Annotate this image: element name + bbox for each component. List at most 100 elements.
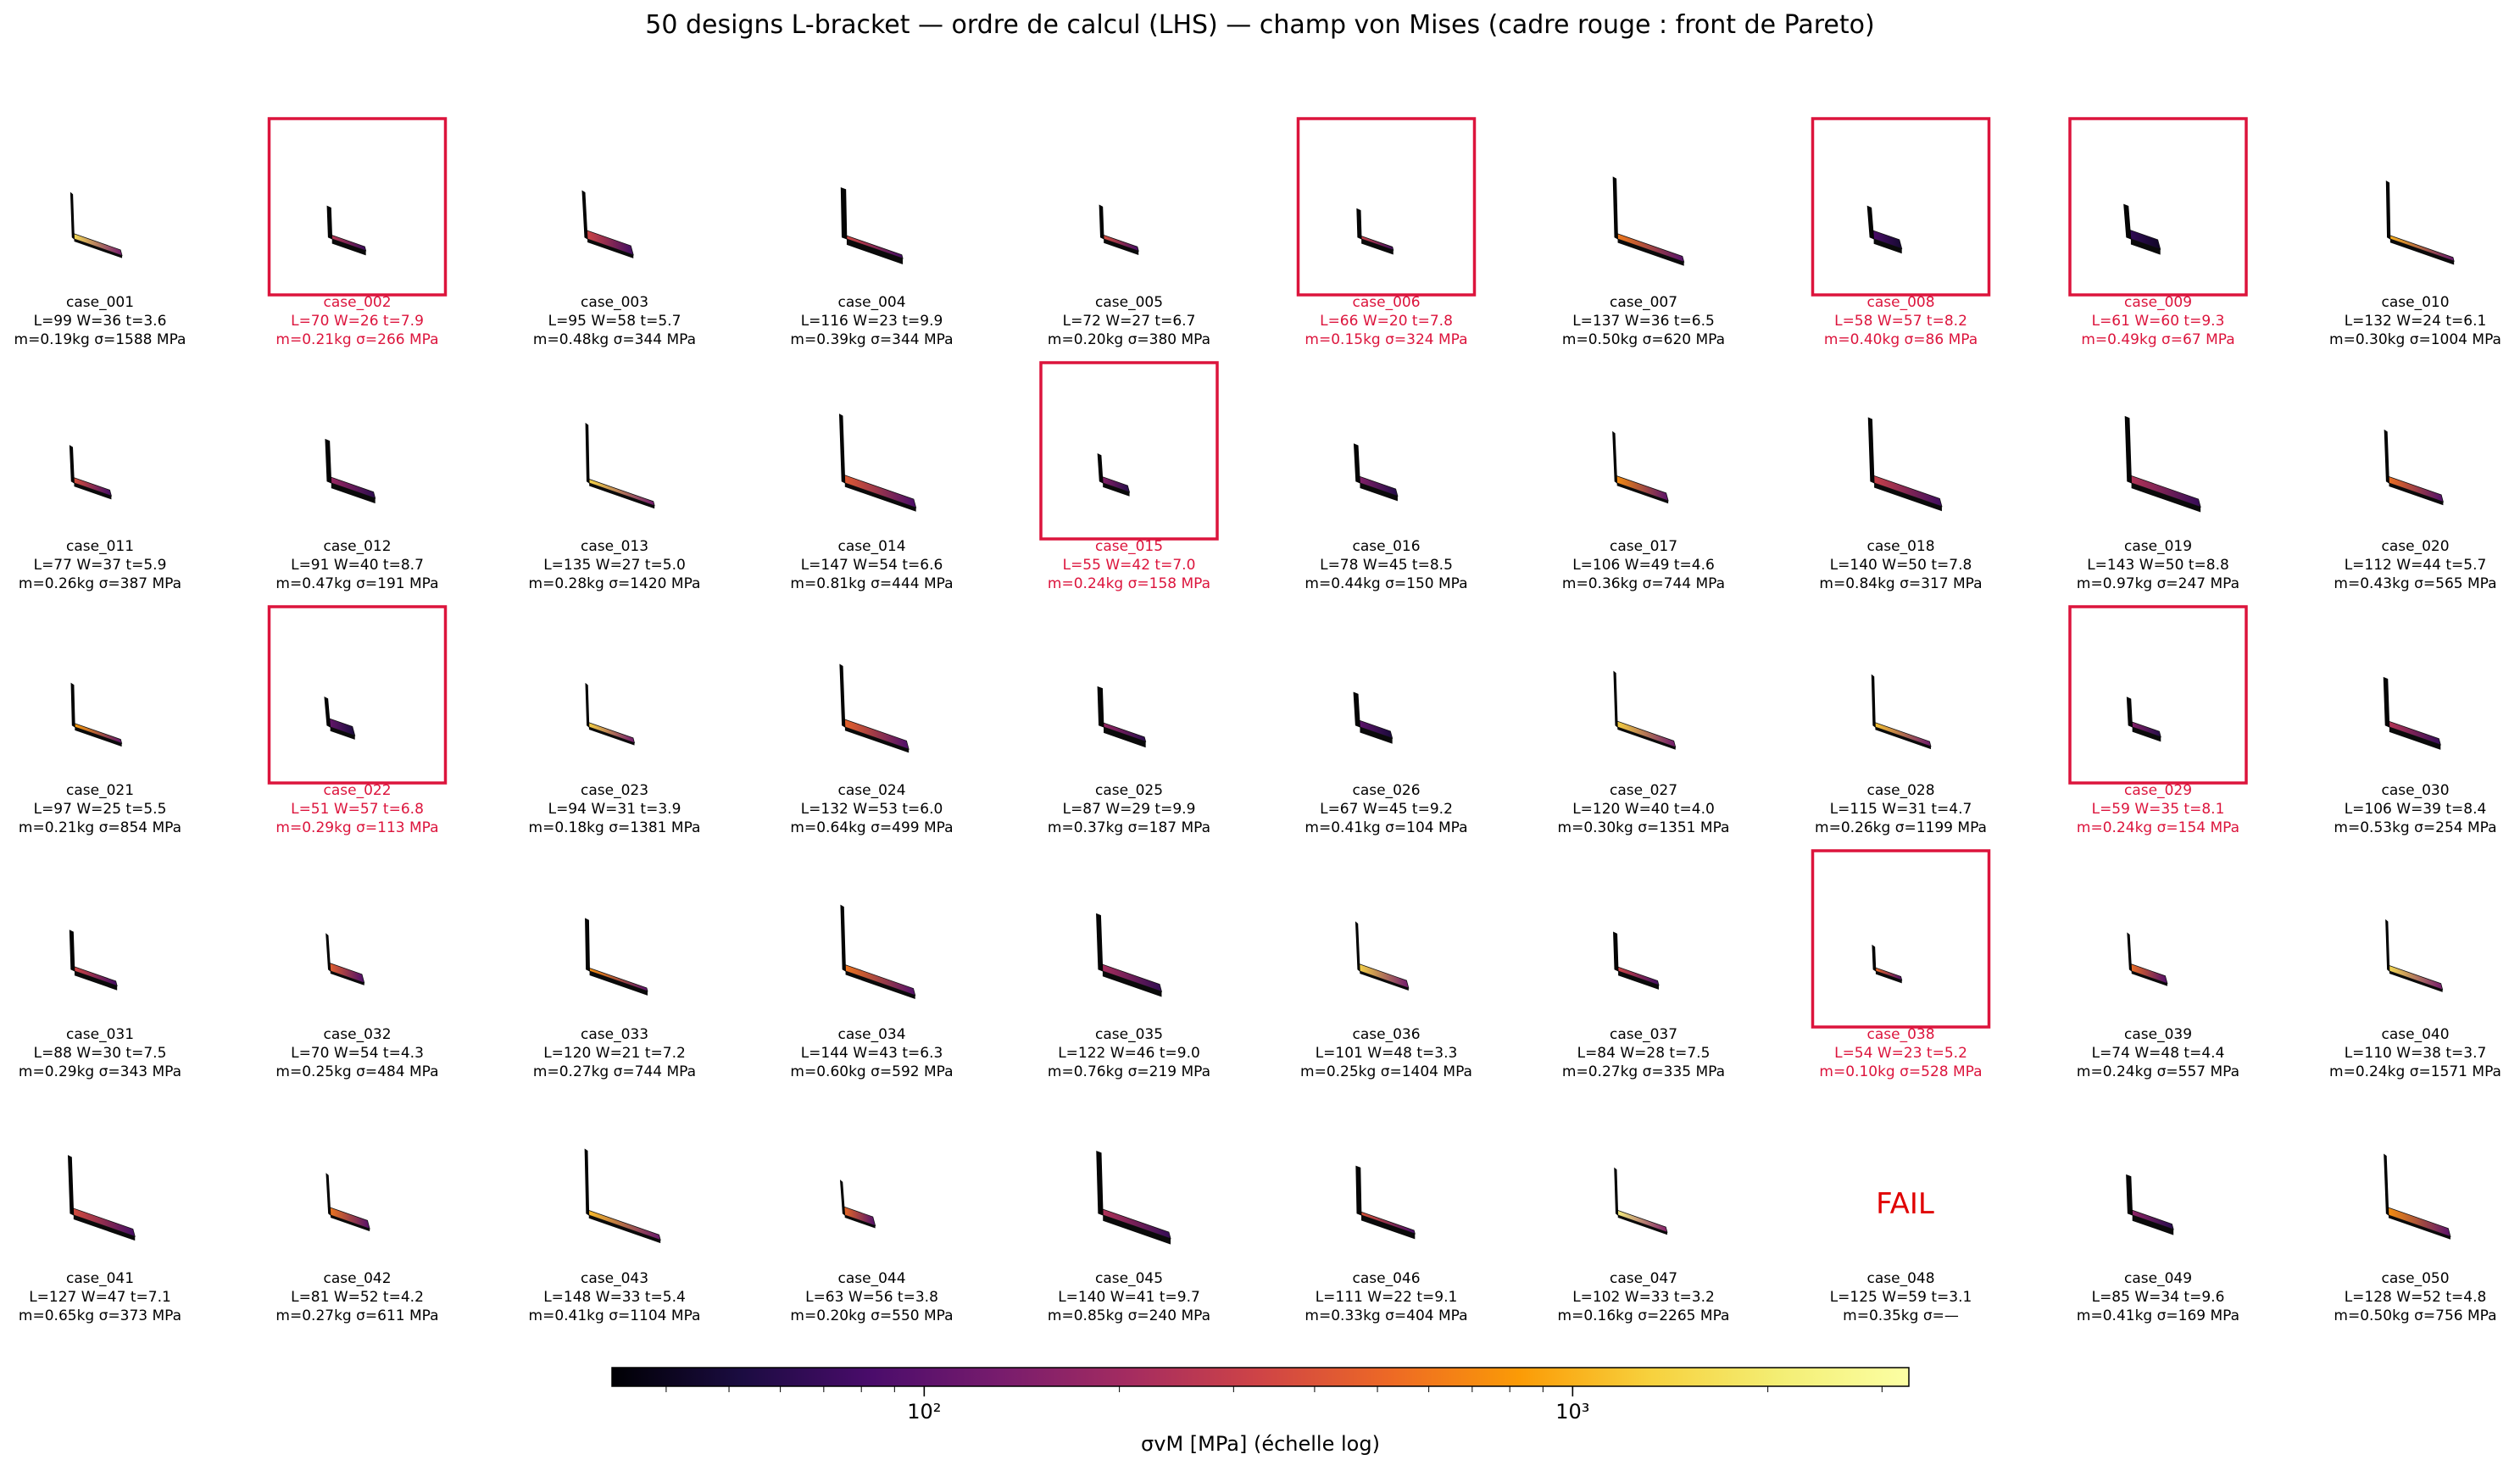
bracket-cell: case_020 L=112 W=44 t=5.7m=0.43kg σ=565 M… <box>2334 429 2497 592</box>
bracket-base-flange <box>842 718 910 750</box>
bracket-cell: case_039 L=74 W=48 t=4.4m=0.24kg σ=557 MP… <box>2077 932 2239 1080</box>
bracket-base-flange <box>1357 963 1410 989</box>
bracket-vertical-flange <box>1355 1165 1362 1216</box>
bracket-vertical-flange <box>585 422 590 484</box>
bracket-vertical-flange <box>839 1180 846 1216</box>
bracket-base-edge <box>588 727 635 746</box>
case-params-label: L=88 W=30 t=7.5 <box>34 1045 167 1062</box>
bracket-cell: case_006 L=66 W=20 t=7.8m=0.15kg σ=324 MP… <box>1296 117 1477 348</box>
bracket-cell: case_012 L=91 W=40 t=8.7m=0.47kg σ=191 MP… <box>275 438 439 592</box>
case-id-label: case_008 <box>1866 294 1934 311</box>
case-id-label: case_028 <box>1866 782 1934 799</box>
case-results-label: m=0.50kg σ=756 MPa <box>2334 1307 2496 1324</box>
case-results-label: m=0.48kg σ=344 MPa <box>533 331 696 348</box>
case-params-label: L=147 W=54 t=6.6 <box>801 557 943 574</box>
bracket-vertical-flange <box>2127 932 2133 972</box>
case-results-label: m=0.36kg σ=744 MPa <box>1562 575 1725 592</box>
case-params-label: L=137 W=36 t=6.5 <box>1572 313 1715 330</box>
case-results-label: m=0.47kg σ=191 MPa <box>275 575 438 592</box>
bracket-base-edge <box>1361 239 1394 255</box>
bracket-cell: case_031 L=88 W=30 t=7.5m=0.29kg σ=343 MP… <box>19 930 181 1080</box>
bracket-cell: case_027 L=120 W=40 t=4.0m=0.30kg σ=1351 … <box>1558 670 1729 836</box>
case-id-label: case_004 <box>837 294 905 311</box>
bracket-base-edge <box>587 239 634 258</box>
case-results-label: m=0.25kg σ=484 MPa <box>275 1063 438 1080</box>
colorbar-gradient <box>611 1367 1910 1387</box>
case-id-label: case_015 <box>1095 538 1163 555</box>
bracket-base-edge <box>74 971 118 991</box>
bracket-cell: case_005 L=72 W=27 t=6.7m=0.20kg σ=380 MP… <box>1048 204 1210 348</box>
case-id-label: case_001 <box>66 294 134 311</box>
bracket-cell: case_046 L=111 W=22 t=9.1m=0.33kg σ=404 M… <box>1305 1165 1468 1324</box>
bracket-vertical-flange <box>70 192 75 240</box>
case-results-label: m=0.28kg σ=1420 MPa <box>529 575 701 592</box>
case-params-label: L=97 W=25 t=5.5 <box>34 801 167 818</box>
bracket-cell: case_033 L=120 W=21 t=7.2m=0.27kg σ=744 M… <box>533 918 696 1080</box>
case-params-label: L=143 W=50 t=8.8 <box>2087 557 2229 574</box>
bracket-base-edge <box>845 971 915 999</box>
case-id-label: case_035 <box>1095 1026 1163 1043</box>
colorbar-axis-label: σvM [MPa] (échelle log) <box>1141 1432 1380 1456</box>
bracket-base-flange <box>587 721 636 744</box>
case-id-label: case_041 <box>66 1270 134 1287</box>
bracket-base-edge <box>844 1215 876 1229</box>
pareto-frame <box>1039 361 1219 541</box>
bracket-vertical-flange <box>1872 944 1877 972</box>
bracket-vertical-flange <box>840 904 846 972</box>
bracket-base-edge <box>1618 971 1660 990</box>
bracket-base-flange <box>1615 719 1677 748</box>
bracket-vertical-flange <box>838 414 846 484</box>
bracket-cell: case_001 L=99 W=36 t=3.6m=0.19kg σ=1588 M… <box>14 192 186 348</box>
case-id-label: case_032 <box>323 1026 391 1043</box>
case-params-label: L=99 W=36 t=3.6 <box>34 313 167 330</box>
case-results-label: m=0.37kg σ=187 MPa <box>1048 819 1210 836</box>
pareto-frame <box>2068 117 2248 297</box>
case-params-label: L=110 W=38 t=3.7 <box>2345 1045 2487 1062</box>
case-id-label: case_022 <box>323 782 391 799</box>
case-results-label: m=0.81kg σ=444 MPa <box>790 575 953 592</box>
bracket-vertical-flange <box>840 187 848 240</box>
case-id-label: case_034 <box>837 1026 905 1043</box>
case-id-label: case_027 <box>1610 782 1677 799</box>
case-params-label: L=58 W=57 t=8.2 <box>1834 313 1967 330</box>
bracket-vertical-flange <box>584 1148 590 1216</box>
case-results-label: m=0.27kg σ=611 MPa <box>275 1307 438 1324</box>
bracket-base-edge <box>844 483 916 512</box>
bracket-base-flange <box>2389 234 2455 262</box>
case-params-label: L=106 W=49 t=4.6 <box>1572 557 1715 574</box>
case-id-label: case_018 <box>1866 538 1934 555</box>
bracket-cell: case_018 L=140 W=50 t=7.8m=0.84kg σ=317 M… <box>1819 417 1983 592</box>
bracket-base-edge <box>1617 1215 1667 1235</box>
case-id-label: case_040 <box>2381 1026 2449 1043</box>
bracket-base-edge <box>2389 239 2455 265</box>
bracket-vertical-flange <box>2126 1174 2133 1216</box>
bracket-base-flange <box>1871 475 1943 508</box>
case-id-label: case_019 <box>2124 538 2192 555</box>
bracket-cell: case_042 L=81 W=52 t=4.2m=0.27kg σ=611 MP… <box>275 1173 439 1324</box>
case-params-label: L=116 W=23 t=9.9 <box>801 313 943 330</box>
bracket-vertical-flange <box>325 438 332 484</box>
bracket-vertical-flange <box>324 696 331 728</box>
case-id-label: case_031 <box>66 1026 134 1043</box>
case-results-label: m=0.60kg σ=592 MPa <box>790 1063 953 1080</box>
case-id-label: case_049 <box>2124 1270 2192 1287</box>
case-params-label: L=135 W=27 t=5.0 <box>543 557 686 574</box>
case-id-label: case_033 <box>581 1026 648 1043</box>
case-results-label: m=0.21kg σ=266 MPa <box>275 331 438 348</box>
case-params-label: L=132 W=53 t=6.0 <box>801 801 943 818</box>
case-results-label: m=0.65kg σ=373 MPa <box>19 1307 181 1324</box>
case-params-label: L=72 W=27 t=6.7 <box>1063 313 1196 330</box>
case-id-label: case_007 <box>1610 294 1677 311</box>
bracket-cell: case_037 L=84 W=28 t=7.5m=0.27kg σ=335 MP… <box>1562 931 1725 1080</box>
bracket-vertical-flange <box>1097 452 1104 484</box>
pareto-frame <box>1811 849 1991 1029</box>
case-id-label: case_020 <box>2381 538 2449 555</box>
bracket-base-flange <box>2386 475 2444 502</box>
bracket-base-edge <box>588 1215 661 1244</box>
case-id-label: case_006 <box>1352 294 1420 311</box>
bracket-base-edge <box>73 1215 136 1241</box>
bracket-cell: case_049 L=85 W=34 t=9.6m=0.41kg σ=169 MP… <box>2077 1174 2239 1324</box>
bracket-base-edge <box>2130 239 2161 255</box>
bracket-base-edge <box>2389 971 2443 992</box>
case-id-label: case_023 <box>581 782 648 799</box>
